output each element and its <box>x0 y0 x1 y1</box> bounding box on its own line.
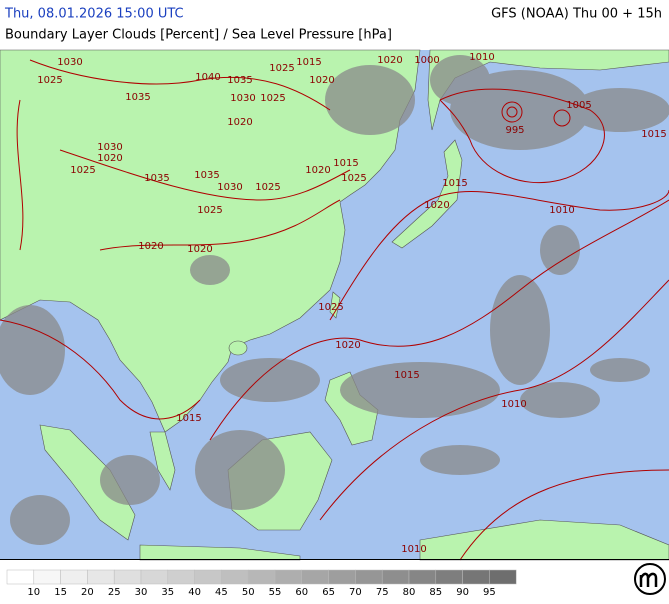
isobar-label: 1020 <box>187 244 212 255</box>
isobar-label: 1025 <box>70 165 95 176</box>
isobar-label: 1015 <box>442 178 467 189</box>
legend-label: 80 <box>403 587 416 598</box>
legend-label: 85 <box>429 587 442 598</box>
isobar-label: 1020 <box>227 117 252 128</box>
isobar-label: 1015 <box>296 57 321 68</box>
legend-label: 45 <box>215 587 228 598</box>
legend-swatch <box>167 569 195 585</box>
legend-swatch <box>60 569 88 585</box>
isobar-label: 1025 <box>269 63 294 74</box>
isobar-label: 1020 <box>138 241 163 252</box>
legend-label: 30 <box>135 587 148 598</box>
legend-label: 35 <box>161 587 174 598</box>
isobar-label: 1035 <box>194 170 219 181</box>
isobar-label: 1035 <box>125 92 150 103</box>
legend-label: 10 <box>27 587 40 598</box>
isobar-label: 1030 <box>57 57 82 68</box>
legend-label: 65 <box>322 587 335 598</box>
legend-swatch <box>381 569 410 585</box>
isobar-label: 1025 <box>318 302 343 313</box>
isobar-label: 995 <box>505 125 524 136</box>
header-left: Thu, 08.01.2026 15:00 UTC <box>4 7 184 22</box>
legend-label: 25 <box>108 587 121 598</box>
isobars <box>0 59 669 561</box>
isobar-label: 1025 <box>341 173 366 184</box>
legend-label: 95 <box>483 587 496 598</box>
isobar-label: 1030 <box>97 142 122 153</box>
isobar-label: 1025 <box>37 75 62 86</box>
legend-swatch <box>462 569 490 585</box>
isobar-label: 1010 <box>401 544 426 555</box>
isobar-label: 1040 <box>195 72 220 83</box>
header-right: GFS (NOAA) Thu 00 + 15h <box>491 7 662 22</box>
legend-label: 50 <box>242 587 255 598</box>
legend-swatch <box>221 569 249 585</box>
isobar-label: 1035 <box>144 173 169 184</box>
isobar-label: 1020 <box>335 340 360 351</box>
legend-swatch <box>33 569 61 585</box>
legend-swatch <box>87 569 115 585</box>
isobar-label: 1005 <box>566 100 591 111</box>
subtitle: Boundary Layer Clouds [Percent] / Sea Le… <box>5 28 392 43</box>
legend-label: 15 <box>54 587 67 598</box>
legend-swatch <box>435 569 463 585</box>
legend-swatch <box>194 569 222 585</box>
legend-swatch <box>301 569 329 585</box>
isobar-label: 1010 <box>501 399 526 410</box>
isobar-label: 1020 <box>424 200 449 211</box>
isobar-label: 1025 <box>255 182 280 193</box>
isobar-label: 1020 <box>305 165 330 176</box>
isobar-label: 1035 <box>227 75 252 86</box>
legend-swatch <box>328 569 356 585</box>
legend-label: 40 <box>188 587 201 598</box>
legend-swatch <box>6 569 35 585</box>
legend-label: 90 <box>456 587 469 598</box>
isobar-label: 1015 <box>394 370 419 381</box>
legend-swatch <box>408 569 437 585</box>
clouds <box>0 55 669 545</box>
legend-swatch <box>247 569 276 585</box>
legend-swatch <box>489 569 517 585</box>
isobar-label: 1020 <box>309 75 334 86</box>
isobar-label: 1015 <box>641 129 666 140</box>
isobar-label: 1010 <box>469 52 494 63</box>
isobar-label: 1015 <box>176 413 201 424</box>
legend-label: 60 <box>295 587 308 598</box>
legend-swatch <box>274 569 303 585</box>
map-border <box>0 559 669 560</box>
isobar-label: 1025 <box>197 205 222 216</box>
legend-label: 75 <box>376 587 389 598</box>
legend: 10 15 20 25 30 35 40 45 50 55 60 65 70 75 80 85 90 95 <box>6 569 517 598</box>
isobar-label: 1000 <box>414 55 439 66</box>
legend-swatch <box>355 569 383 585</box>
isobar-label: 1010 <box>549 205 574 216</box>
land <box>0 49 669 561</box>
isobar-label: 1020 <box>377 55 402 66</box>
legend-swatch <box>113 569 142 585</box>
isobar-label: 1030 <box>230 93 255 104</box>
logo <box>634 563 666 595</box>
isobar-label: 1015 <box>333 158 358 169</box>
isobar-label: 1030 <box>217 182 242 193</box>
legend-swatch <box>140 569 169 585</box>
isobar-label: 1025 <box>260 93 285 104</box>
isobar-label: 1020 <box>97 153 122 164</box>
legend-label: 20 <box>81 587 94 598</box>
legend-label: 55 <box>269 587 282 598</box>
legend-label: 70 <box>349 587 362 598</box>
